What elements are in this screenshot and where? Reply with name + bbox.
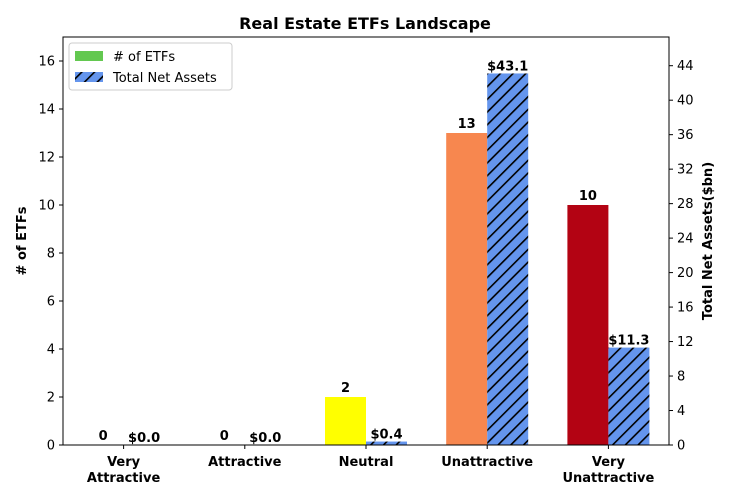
y-left-tick-label: 14: [38, 103, 55, 118]
legend-label-etf-count: # of ETFs: [113, 50, 175, 65]
y-left-tick-label: 16: [38, 55, 55, 70]
etf-count-bar: [446, 133, 488, 445]
y-right-axis-label: Total Net Assets($bn): [701, 162, 716, 320]
y-left-tick-label: 2: [47, 391, 55, 406]
net-assets-label: $11.3: [608, 334, 649, 349]
net-assets-label: $0.0: [128, 431, 160, 446]
category-label: Attractive: [87, 471, 161, 486]
y-right-tick-label: 28: [677, 197, 694, 212]
etf-count-label: 2: [341, 381, 350, 396]
y-right-tick-label: 44: [677, 59, 694, 74]
net-assets-bar: [487, 73, 529, 445]
y-left-tick-label: 6: [47, 295, 55, 310]
y-right-tick-label: 24: [677, 232, 694, 247]
y-right-tick-label: 0: [677, 439, 685, 454]
category-label: Unattractive: [562, 471, 654, 486]
category-label: Very: [592, 455, 626, 470]
legend-swatch-etf-count: [75, 51, 103, 61]
category-label: Unattractive: [441, 455, 533, 470]
category-label: Very: [107, 455, 141, 470]
etf-count-label: 0: [220, 429, 229, 444]
etf-count-label: 13: [458, 117, 476, 132]
category-label: Attractive: [208, 455, 282, 470]
net-assets-bar: [608, 347, 650, 445]
net-assets-bar: [366, 441, 407, 445]
plot-frame: [62, 36, 670, 446]
y-left-tick-label: 10: [38, 199, 55, 214]
y-right-tick-label: 40: [677, 94, 694, 109]
chart-title: Real Estate ETFs Landscape: [239, 14, 491, 33]
etf-count-bar: [325, 397, 366, 445]
net-assets-label: $0.0: [249, 431, 281, 446]
legend-label-net-assets: Total Net Assets: [112, 71, 217, 86]
y-left-tick-label: 12: [38, 151, 55, 166]
legend-box: [68, 42, 233, 91]
y-right-tick-label: 8: [677, 370, 685, 385]
y-right-tick-label: 36: [677, 128, 694, 143]
y-left-tick-label: 4: [47, 343, 55, 358]
y-left-axis-label: # of ETFs: [15, 206, 30, 275]
y-left-tick-label: 0: [47, 439, 55, 454]
etf-count-label: 10: [579, 189, 597, 204]
y-right-tick-label: 4: [677, 404, 685, 419]
y-right-tick-label: 32: [677, 163, 694, 178]
category-label: Neutral: [339, 455, 394, 470]
y-right-tick-label: 12: [677, 335, 694, 350]
y-left-tick-label: 8: [47, 247, 55, 262]
legend-swatch-net-assets: [75, 72, 103, 82]
y-right-tick-label: 16: [677, 301, 694, 316]
etf-count-bar: [567, 205, 609, 445]
etf-count-label: 0: [99, 429, 108, 444]
net-assets-label: $0.4: [370, 428, 402, 443]
y-right-tick-label: 20: [677, 266, 694, 281]
net-assets-label: $43.1: [487, 59, 528, 74]
